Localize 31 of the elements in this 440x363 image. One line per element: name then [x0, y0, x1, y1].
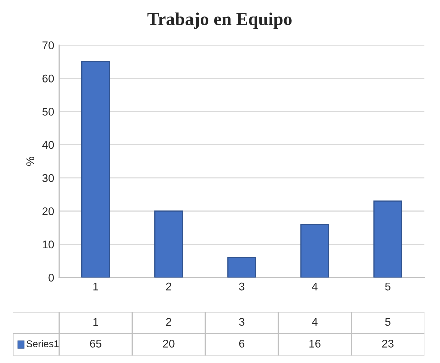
y-axis-title: % [26, 156, 34, 166]
y-tick-label: 10 [43, 240, 54, 249]
chart-title: Trabajo en Equipo [148, 12, 292, 30]
y-tick-label: 30 [42, 174, 54, 182]
bar [300, 224, 330, 278]
x-tick-label: 1 [94, 282, 98, 291]
category-label: 4 [312, 318, 318, 326]
data-label: 65 [90, 340, 102, 348]
data-label: 23 [382, 340, 394, 348]
category-label: 5 [385, 318, 391, 326]
bar [81, 61, 110, 278]
y-tick-label: 20 [42, 208, 54, 216]
bar [228, 257, 256, 278]
data-label: 16 [310, 340, 321, 348]
x-tick-label: 2 [166, 282, 172, 291]
category-label: 1 [94, 318, 98, 326]
data-label: 6 [239, 340, 245, 348]
legend-label: Series1 [26, 340, 59, 348]
y-tick-label: 50 [42, 108, 54, 116]
x-tick-label: 4 [312, 282, 318, 291]
bar [374, 200, 403, 278]
y-tick-label: 40 [42, 141, 54, 150]
category-label: 3 [239, 318, 245, 326]
y-tick-label: 60 [42, 74, 54, 83]
category-label: 2 [166, 318, 172, 326]
data-label: 20 [163, 340, 175, 348]
x-tick-label: 3 [239, 282, 245, 291]
x-tick-label: 5 [385, 282, 391, 291]
y-tick-label: 0 [48, 274, 54, 282]
bar [154, 210, 184, 278]
y-tick-label: 70 [42, 42, 54, 50]
